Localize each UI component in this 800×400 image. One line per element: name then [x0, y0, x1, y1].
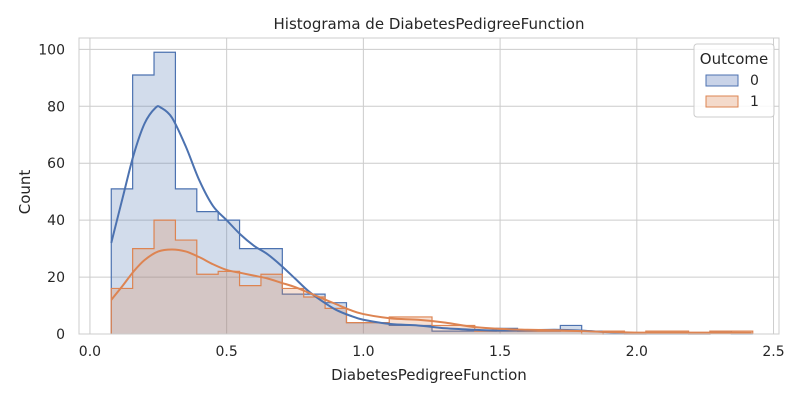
bar-fill-series-0	[111, 52, 753, 334]
bar-1-7	[261, 274, 282, 334]
y-axis-label: Count	[16, 170, 34, 215]
bar-1-2	[154, 220, 175, 334]
kde-curves	[110, 105, 752, 335]
y-tick-label: 20	[47, 270, 65, 286]
y-axis-ticks: 0 20 40 60 80 100	[38, 42, 65, 343]
x-tick-label: 2.0	[626, 344, 648, 360]
bar-1-5	[218, 271, 239, 334]
histogram-bars	[110, 51, 754, 335]
plot-frame	[78, 37, 780, 335]
y-tick-label: 100	[38, 42, 65, 58]
chart-title: Histograma de DiabetesPedigreeFunction	[274, 15, 585, 33]
legend-label-0: 0	[750, 73, 759, 89]
y-tick-label: 80	[47, 99, 65, 115]
x-tick-label: 1.0	[352, 344, 374, 360]
x-tick-label: 0.0	[79, 344, 101, 360]
bar-fill-series-1	[111, 220, 753, 334]
bar-1-6	[240, 286, 261, 334]
legend-title: Outcome	[700, 50, 768, 68]
y-tick-label: 0	[56, 327, 65, 343]
bar-1-4	[197, 274, 218, 334]
y-tick-label: 60	[47, 156, 65, 172]
legend: Outcome 0 1	[693, 43, 775, 118]
x-tick-label: 1.5	[489, 344, 511, 360]
bar-1-8	[282, 288, 303, 334]
legend-label-1: 1	[750, 94, 759, 110]
x-axis-ticks: 0.0 0.5 1.0 1.5 2.0 2.5	[79, 344, 785, 360]
x-axis-label: DiabetesPedigreeFunction	[331, 366, 527, 384]
legend-swatch-1	[705, 95, 739, 108]
kde-line-series-1	[110, 248, 752, 334]
bar-1-9	[304, 297, 325, 334]
y-tick-label: 40	[47, 213, 65, 229]
bar-1-11	[346, 323, 367, 334]
legend-swatch-0	[705, 74, 739, 87]
x-tick-label: 0.5	[216, 344, 238, 360]
x-tick-label: 2.5	[762, 344, 784, 360]
